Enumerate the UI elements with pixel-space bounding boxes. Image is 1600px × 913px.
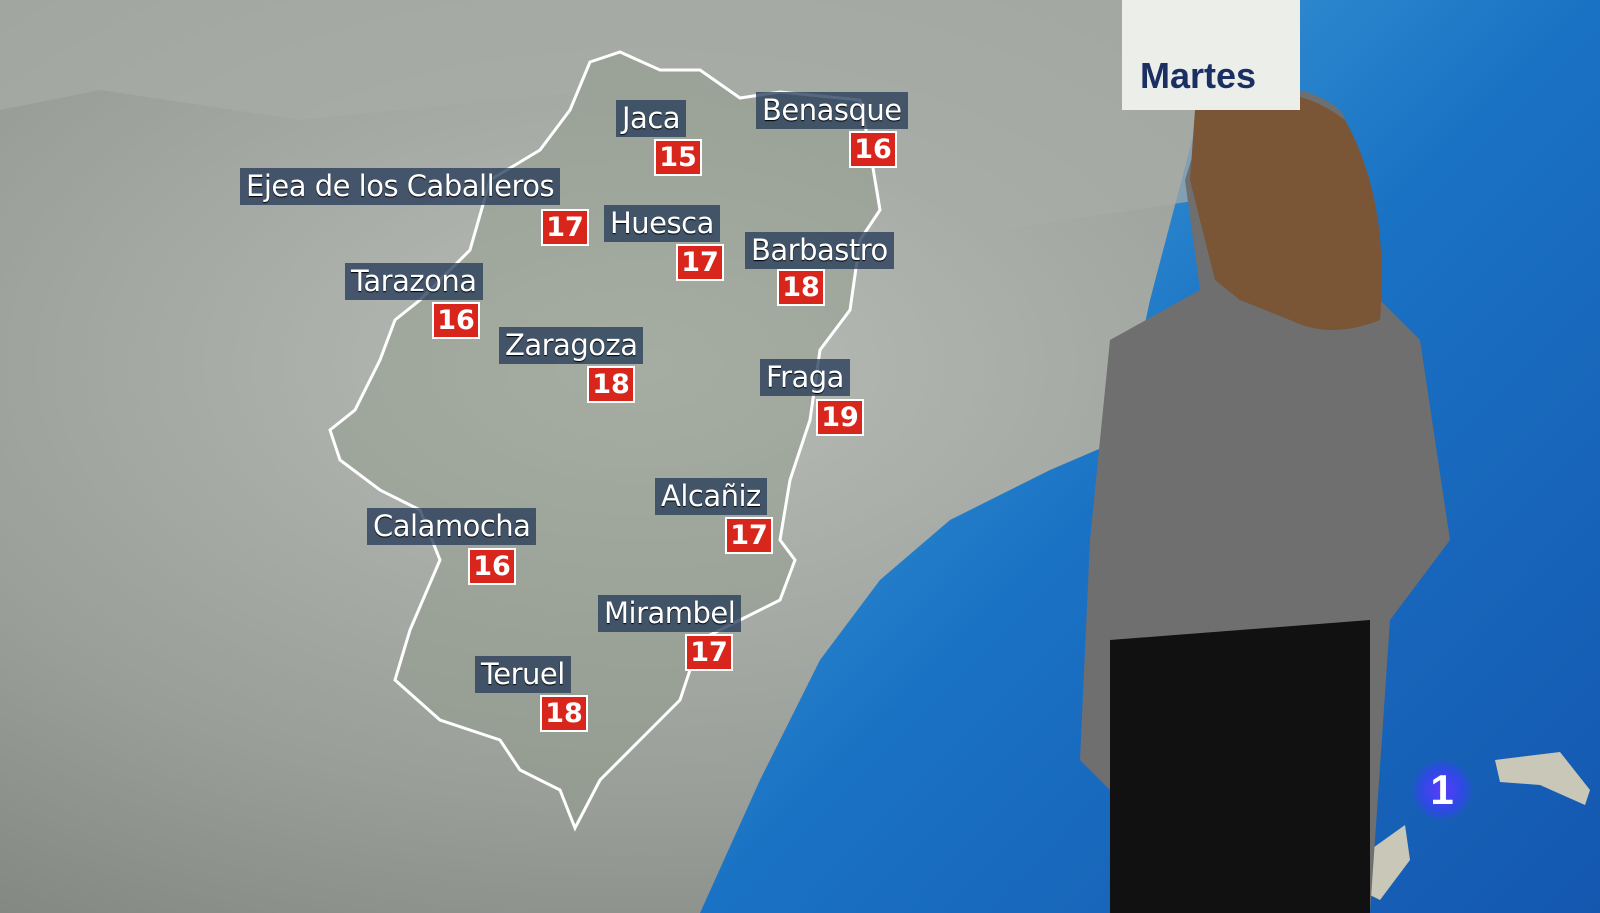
presenter-hair [1190,92,1382,330]
temperature-badge: 16 [468,548,516,585]
temperature-badge: 17 [541,209,589,246]
channel-logo: 1 [1412,760,1472,820]
temperature-badge: 15 [654,139,702,176]
city-label: Mirambel [598,595,742,632]
temperature-badge: 18 [777,269,825,306]
city-label: Huesca [604,205,720,242]
temperature-badge: 18 [540,695,588,732]
city-label: Alcañiz [655,478,767,515]
temperature-badge: 16 [432,302,480,339]
city-label: Calamocha [367,508,537,545]
city-label: Benasque [756,92,908,129]
temperature-badge: 17 [676,244,724,281]
temperature-badge: 17 [725,517,773,554]
presenter-skirt [1110,620,1370,913]
city-label: Jaca [616,100,687,137]
city-label: Tarazona [345,263,483,300]
temperature-badge: 18 [587,366,635,403]
mountains-north [0,0,1300,230]
temperature-badge: 17 [685,634,733,671]
city-label: Ejea de los Caballeros [240,168,561,205]
temperature-badge: 16 [849,131,897,168]
city-label: Zaragoza [499,327,644,364]
day-label: Martes [1140,55,1257,96]
day-banner: Martes [1122,0,1300,110]
mallorca-island [1495,752,1590,805]
temperature-badge: 19 [816,399,864,436]
city-label: Barbastro [745,232,894,269]
ibiza-island [1360,825,1410,900]
city-label: Teruel [475,656,571,693]
city-label: Fraga [760,359,850,396]
